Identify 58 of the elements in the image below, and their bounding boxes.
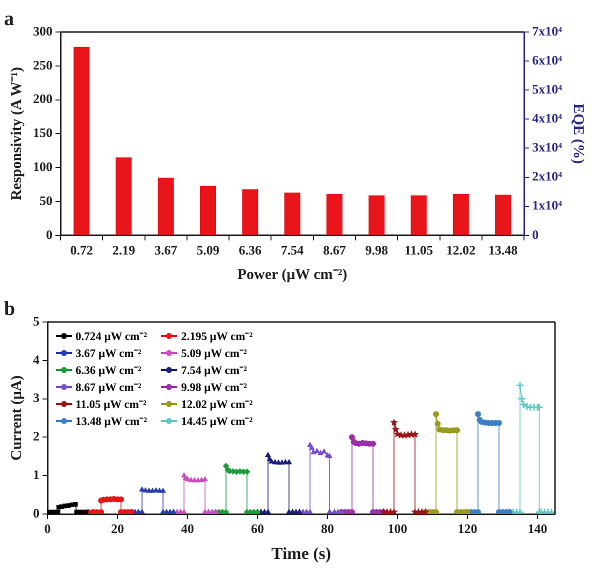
x-tick-label: 40 — [181, 521, 194, 536]
y-tick-label: 4 — [33, 352, 40, 367]
y-tick-label: 3 — [33, 390, 40, 406]
y-tick-label: 0 — [46, 226, 52, 242]
legend-label: 6.36 μW cm⁻² — [76, 364, 142, 377]
legend-label: 11.05 μW cm⁻² — [76, 398, 146, 411]
x-tick-label: 7.54 — [280, 242, 304, 258]
y-tick-label: 1 — [33, 466, 40, 482]
y-axis-title: Responsivity (A W⁻¹) — [8, 66, 25, 200]
x-tick-label: 20 — [111, 521, 124, 536]
x-tick-label: 12.02 — [446, 242, 476, 258]
y-tick-label: 100 — [33, 158, 52, 174]
x-tick-label: 6.36 — [238, 242, 262, 258]
legend-label: 8.67 μW cm⁻² — [76, 381, 142, 394]
x-tick-label: 100 — [388, 521, 408, 536]
y2-axis-title: EQE (%) — [570, 103, 586, 164]
y-tick-label: 250 — [33, 57, 52, 72]
y-tick-label: 0 — [33, 505, 40, 520]
x-tick-label: 11.05 — [404, 242, 434, 258]
y2-tick-label: 6x10⁴ — [532, 52, 562, 68]
legend-label: 13.48 μW cm⁻² — [76, 415, 148, 428]
y2-tick-label: 2x10⁴ — [532, 168, 562, 184]
x-tick-label: 13.48 — [488, 242, 518, 258]
x-tick-label: 60 — [251, 521, 264, 536]
x-tick-label: 0.72 — [70, 242, 93, 258]
y2-tick-label: 4x10⁴ — [532, 110, 562, 126]
y-tick-label: 2 — [33, 428, 40, 444]
legend-label: 9.98 μW cm⁻² — [181, 381, 247, 394]
y2-tick-label: 5x10⁴ — [532, 81, 562, 96]
x-tick-label: 80 — [321, 521, 334, 536]
chart-title: a — [4, 8, 14, 30]
legend-label: 5.09 μW cm⁻² — [181, 347, 247, 360]
legend-label: 12.02 μW cm⁻² — [181, 398, 253, 411]
y-tick-label: 5 — [33, 313, 40, 328]
y2-tick-label: 7x10⁴ — [532, 23, 562, 38]
y-tick-label: 200 — [33, 91, 52, 106]
x-axis-title: Time (s) — [271, 544, 332, 564]
y2-tick-label: 1x10⁴ — [532, 198, 562, 213]
x-tick-label: 8.67 — [323, 242, 346, 258]
legend-label: 7.54 μW cm⁻² — [181, 364, 247, 377]
y-tick-label: 50 — [40, 192, 52, 208]
x-tick-label: 9.98 — [365, 242, 388, 258]
legend-label: 14.45 μW cm⁻² — [181, 415, 253, 428]
x-tick-label: 2.19 — [112, 242, 136, 258]
x-tick-label: 120 — [458, 521, 478, 536]
y-tick-label: 300 — [33, 23, 52, 38]
chart-title: b — [4, 298, 16, 320]
legend-label: 0.724 μW cm⁻² — [76, 330, 148, 343]
x-tick-label: 5.09 — [196, 242, 220, 258]
x-axis-title: Power (μW cm⁻²) — [237, 266, 348, 283]
x-tick-label: 140 — [528, 521, 548, 536]
y2-tick-label: 0 — [532, 226, 539, 242]
y-tick-label: 150 — [33, 125, 52, 140]
y2-tick-label: 3x10⁴ — [532, 140, 562, 155]
x-tick-label: 3.67 — [154, 242, 178, 258]
legend-label: 3.67 μW cm⁻² — [76, 347, 142, 360]
y-axis-title: Current (μA) — [8, 375, 25, 461]
legend-label: 2.195 μW cm⁻² — [181, 330, 253, 343]
